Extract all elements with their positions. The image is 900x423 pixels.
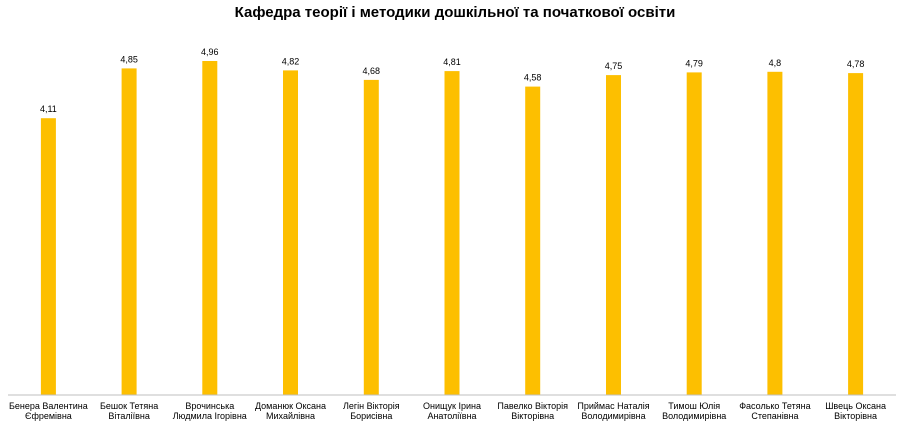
bar-3 [202,61,218,395]
x-tick-label-3: Врочинська Людмила Ігорівна [173,401,247,421]
data-label-5: 4,68 [363,66,381,76]
data-label-9: 4,79 [685,58,703,68]
bar-9 [686,72,702,396]
x-tick-label-2: Бешок Тетяна Віталіївна [100,401,158,421]
data-label-11: 4,78 [847,59,865,69]
bar-11 [848,73,864,395]
x-tick-label-11: Швець Оксана Вікторівна [825,401,886,421]
x-tick-label-8: Приймас Наталія Володимирівна [577,401,649,421]
data-label-10: 4,8 [769,58,782,68]
x-tick-label-1: Бенера Валентина Єфремівна [9,401,88,421]
x-tick-label-7: Павелко Вікторія Вікторівна [497,401,568,421]
data-label-7: 4,58 [524,73,542,83]
bar-8 [606,75,621,395]
data-label-8: 4,75 [605,61,623,71]
bar-10 [767,71,783,396]
bars-layer [40,61,864,396]
x-tick-label-6: Онищук Ірина Анатоліївна [423,401,481,421]
x-tick-label-10: Фасолько Тетяна Степанівна [739,401,810,421]
bar-6 [444,71,460,395]
data-label-6: 4,81 [443,57,461,67]
bar-7 [525,86,541,395]
x-tick-labels: Бенера Валентина Єфремівна Бешок Тетяна Віт… [9,401,886,421]
value-labels-layer: 4,11 4,85 4,96 4,82 4,68 4,81 4,58 4,75 4,79 4,8 4… [40,47,864,114]
x-tick-label-4: Доманюк Оксана Михайлівна [255,401,326,421]
bar-4 [283,70,298,396]
x-tick-label-5: Легін Вікторія Борисівна [343,401,400,421]
bar-1 [40,118,56,395]
x-tick-label-9: Тимош Юлія Володимирівна [662,401,726,421]
data-label-4: 4,82 [282,56,300,66]
bar-2 [121,68,137,396]
data-label-3: 4,96 [201,47,219,57]
data-label-2: 4,85 [120,54,138,64]
chart-title: Кафедра теорії і методики дошкільної та … [235,4,676,21]
bar-5 [363,79,379,396]
data-label-1: 4,11 [40,104,57,114]
